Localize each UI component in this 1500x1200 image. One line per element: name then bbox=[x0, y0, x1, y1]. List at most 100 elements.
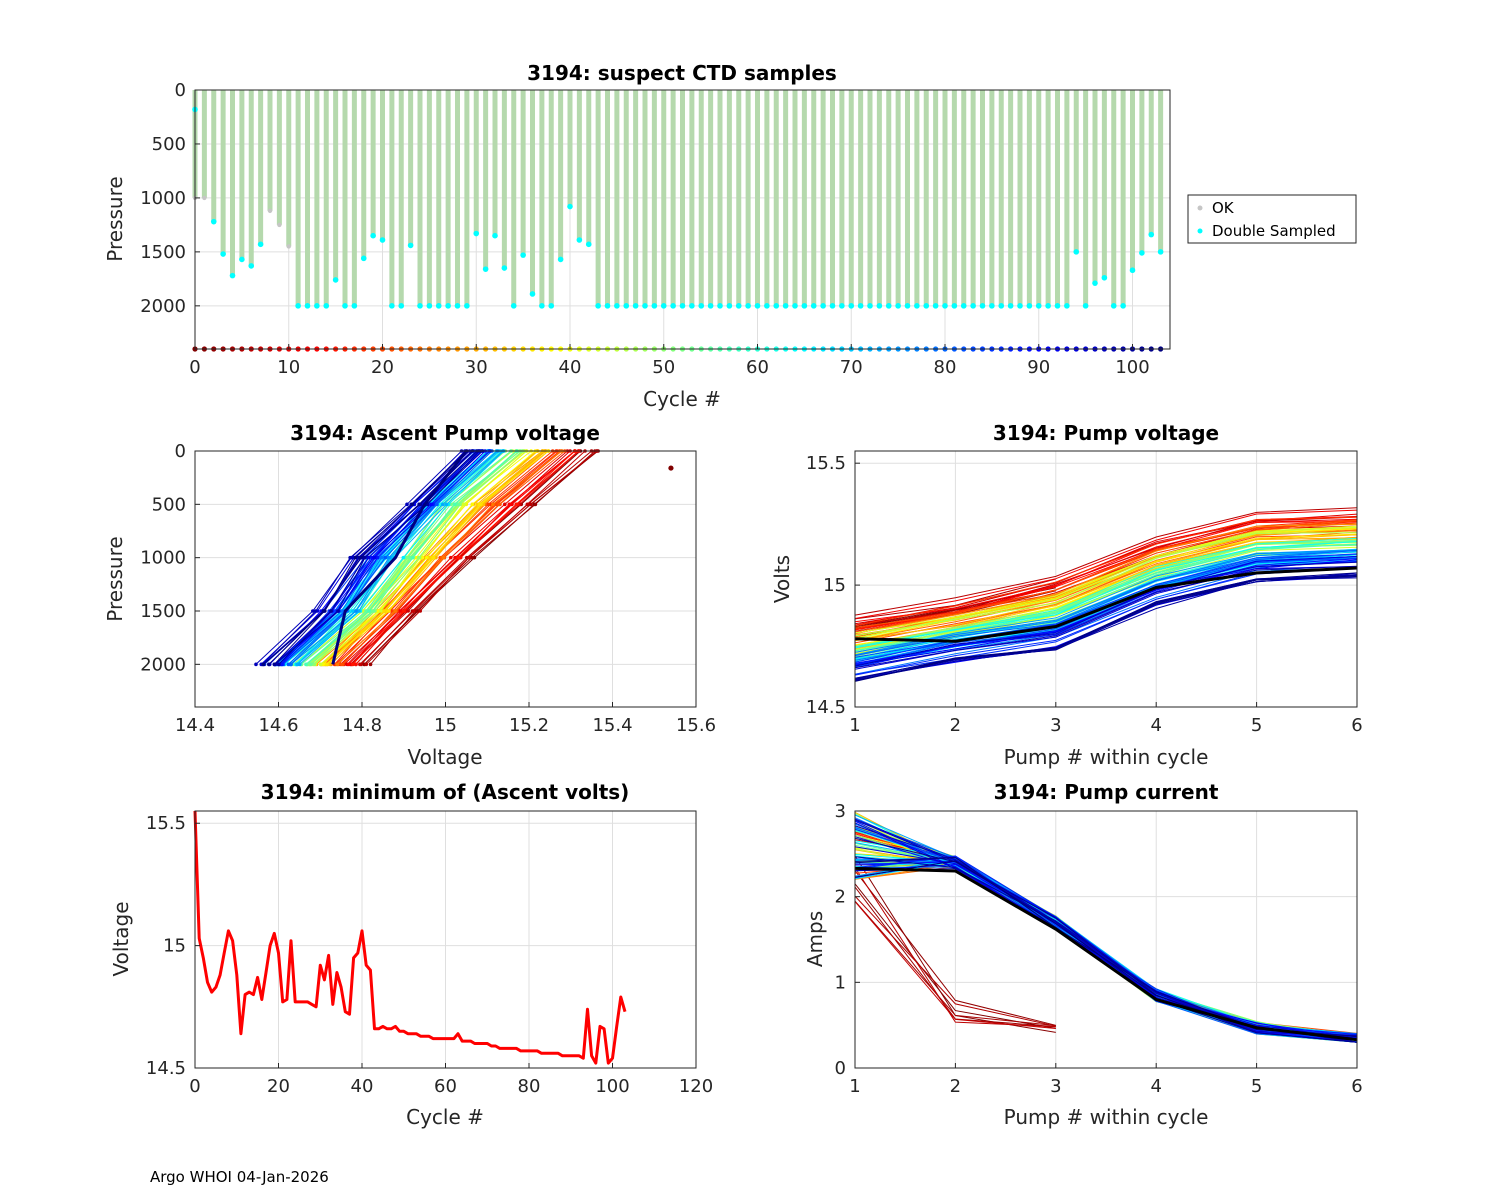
pump-current-line bbox=[854, 900, 1056, 1027]
sample-bar bbox=[539, 90, 545, 306]
pump-voltage-line bbox=[854, 574, 1358, 682]
pump-current-line bbox=[854, 856, 1358, 1035]
ascent-profile-point bbox=[379, 555, 384, 560]
highlighted-current-line bbox=[854, 866, 1358, 1042]
double-sampled-point bbox=[1064, 303, 1070, 309]
sample-bar bbox=[1008, 90, 1014, 306]
sample-bar bbox=[445, 90, 451, 306]
sample-bar bbox=[530, 90, 535, 294]
ascent-profile-point bbox=[401, 555, 406, 560]
pump-current-line bbox=[854, 858, 1358, 1043]
pump-current-line bbox=[854, 864, 1358, 1037]
double-sampled-point bbox=[979, 303, 986, 309]
sample-bar bbox=[1073, 90, 1079, 252]
ascent-profile-point bbox=[525, 502, 530, 507]
y-tick-label: 15.5 bbox=[146, 813, 186, 834]
ascent-profile-point bbox=[469, 555, 474, 560]
ascent-profile-point bbox=[322, 609, 327, 613]
ascent-profile-point bbox=[261, 662, 266, 667]
sample-bar bbox=[773, 90, 779, 306]
ascent-profile-point bbox=[367, 609, 372, 613]
pump-current-line bbox=[854, 844, 1358, 1036]
pump-current-line bbox=[854, 842, 1358, 1040]
double-sampled-point bbox=[998, 303, 1005, 309]
double-sampled-point bbox=[679, 303, 686, 309]
pump-current-line bbox=[854, 856, 1358, 1043]
double-sampled-point bbox=[585, 241, 592, 248]
ascent-profile-point bbox=[453, 502, 457, 507]
double-sampled-point bbox=[1157, 249, 1164, 255]
double-sampled-point bbox=[557, 256, 564, 263]
double-sampled-point bbox=[379, 237, 386, 243]
pump-current-line bbox=[854, 860, 1358, 1037]
double-sampled-point bbox=[707, 303, 714, 309]
sample-bar bbox=[933, 90, 939, 306]
sample-bar bbox=[633, 90, 639, 306]
sample-bar bbox=[905, 90, 910, 306]
double-sampled-point bbox=[1045, 303, 1051, 309]
sample-bar bbox=[717, 90, 723, 306]
ascent-profile-point bbox=[366, 555, 371, 560]
double-sampled-point bbox=[698, 303, 705, 309]
ascent-profile-point bbox=[406, 609, 410, 613]
ascent-profile-point bbox=[267, 662, 271, 667]
double-sampled-point bbox=[970, 303, 976, 309]
x-tick-label: 5 bbox=[1251, 715, 1262, 736]
double-sampled-point bbox=[914, 303, 920, 309]
pump-voltage-chart: 1 2 3 4 5 6 14.5 15 15.5 3194: Pump voltage Pump… bbox=[770, 421, 1363, 769]
sample-bar bbox=[558, 90, 564, 260]
pump-voltage-line bbox=[854, 565, 1358, 669]
y-axis-label: Volts bbox=[770, 555, 794, 603]
sample-bar bbox=[230, 90, 235, 276]
pump-voltage-line bbox=[854, 509, 1358, 619]
ascent-profile-point bbox=[335, 662, 340, 667]
pump-current-line bbox=[854, 861, 1358, 1043]
double-sampled-point bbox=[942, 303, 948, 309]
pump-current-line bbox=[854, 895, 1056, 1027]
double-sampled-point bbox=[539, 303, 545, 309]
double-sampled-point bbox=[501, 265, 508, 271]
ascent-profile-point bbox=[277, 662, 281, 667]
pump-voltage-line bbox=[854, 568, 1358, 675]
ascent-profile-point bbox=[475, 502, 479, 507]
pump-voltage-line bbox=[854, 572, 1358, 680]
ascent-profile-point bbox=[429, 502, 433, 507]
legend-ok-marker bbox=[1197, 205, 1203, 211]
plot-frame bbox=[854, 450, 1358, 708]
y-tick-label: 1000 bbox=[140, 548, 186, 569]
x-tick-label: 40 bbox=[351, 1076, 374, 1097]
y-tick-label: 15 bbox=[163, 936, 186, 957]
pump-current-line bbox=[854, 856, 1358, 1043]
pump-voltage-line bbox=[854, 507, 1358, 616]
ascent-profile-point bbox=[382, 609, 386, 613]
double-sampled-point bbox=[604, 303, 611, 309]
sample-bar bbox=[511, 90, 517, 306]
sample-bar bbox=[436, 90, 442, 306]
sample-bar bbox=[698, 90, 704, 306]
legend-double-marker bbox=[1197, 228, 1203, 234]
ascent-profile-point bbox=[444, 502, 449, 507]
sample-bar bbox=[998, 90, 1004, 306]
y-tick-label: 2000 bbox=[140, 654, 186, 675]
pump-voltage-line bbox=[854, 525, 1358, 634]
double-sampled-point bbox=[595, 303, 601, 309]
sample-bar bbox=[680, 90, 685, 306]
ascent-profile-point bbox=[350, 609, 355, 613]
sample-bar bbox=[1036, 90, 1042, 306]
sample-bar bbox=[839, 90, 845, 306]
sample-bar bbox=[745, 90, 751, 306]
ok-sample-point bbox=[277, 222, 282, 228]
ascent-profile-point bbox=[507, 502, 512, 507]
ascent-profile-point bbox=[354, 662, 358, 667]
sample-bar bbox=[1158, 90, 1164, 252]
sample-bar bbox=[258, 90, 264, 245]
ascent-profile-point bbox=[386, 609, 391, 613]
double-sampled-point bbox=[623, 303, 630, 309]
x-tick-label: 120 bbox=[679, 1076, 713, 1097]
double-sampled-point bbox=[1073, 249, 1080, 255]
x-tick-label: 60 bbox=[434, 1076, 457, 1097]
chart-title: 3194: Pump voltage bbox=[993, 421, 1219, 445]
pump-current-line bbox=[854, 858, 1358, 1037]
pump-current-line bbox=[854, 842, 1358, 1043]
double-sampled-point bbox=[445, 303, 451, 309]
